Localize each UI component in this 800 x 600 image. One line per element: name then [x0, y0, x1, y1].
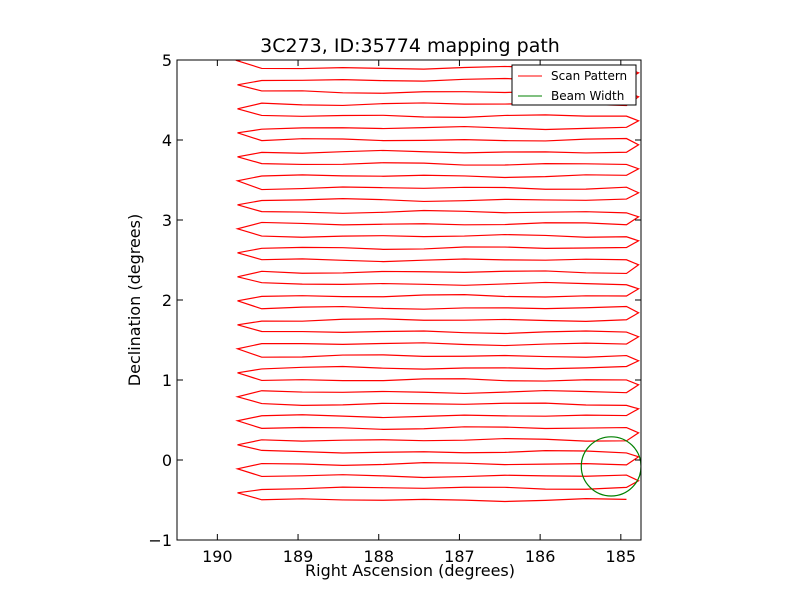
x-tick-label: 186 — [525, 547, 556, 566]
beam-width-circle-shape — [580, 436, 641, 497]
x-axis-ticks: 190 189 188 187 186 185 — [202, 60, 636, 566]
y-tick-label: 5 — [162, 51, 172, 70]
plot-area — [176, 59, 642, 541]
legend: Scan Pattern Beam Width — [511, 64, 637, 106]
chart-title: 3C273, ID:35774 mapping path — [260, 35, 560, 57]
x-tick-label: 188 — [363, 547, 394, 566]
y-tick-label: 1 — [162, 371, 172, 390]
y-tick-label: −1 — [148, 531, 172, 550]
y-tick-label: 2 — [162, 291, 172, 310]
x-tick-label: 189 — [283, 547, 314, 566]
x-tick-label: 185 — [606, 547, 637, 566]
y-axis-ticks: −1 0 1 2 3 4 5 — [148, 51, 641, 550]
y-tick-label: 3 — [162, 211, 172, 230]
x-tick-label: 187 — [444, 547, 475, 566]
y-axis-label: Declination (degrees) — [125, 214, 144, 386]
beam-width-circle — [580, 436, 641, 497]
y-tick-label: 4 — [162, 131, 172, 150]
x-tick-label: 190 — [202, 547, 233, 566]
y-tick-label: 0 — [162, 451, 172, 470]
scan-pattern-lines — [235, 60, 641, 503]
legend-label-scan-pattern: Scan Pattern — [551, 69, 627, 83]
legend-label-beam-width: Beam Width — [551, 89, 624, 103]
legend-box — [511, 64, 637, 106]
x-axis-label: Right Ascension (degrees) — [305, 561, 515, 580]
scan-pattern-line — [235, 60, 641, 503]
